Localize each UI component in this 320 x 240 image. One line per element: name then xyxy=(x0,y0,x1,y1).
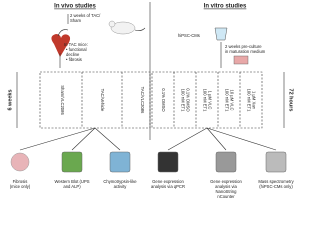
step-text: decline xyxy=(66,52,80,57)
group-label: 100 nM ET1 xyxy=(224,89,229,112)
section-title: In vivo studies xyxy=(54,4,96,10)
step-text: • functional xyxy=(66,47,87,52)
step-text: In TAC mice: xyxy=(64,42,88,47)
connector xyxy=(206,127,227,151)
heart-icon xyxy=(51,34,71,57)
group-label: Sham/VLC2086 xyxy=(60,85,65,115)
group-label: 0.1% DMSO xyxy=(185,88,190,112)
study-design: In vivo studies In vitro studies 2 weeks… xyxy=(7,2,295,199)
step-text: 2 weeks of TAC/ xyxy=(70,13,101,18)
mouse-head xyxy=(108,20,116,28)
group-label: TAC/VLC2086 xyxy=(140,87,145,114)
readout-label: NanoString xyxy=(216,189,238,194)
connector xyxy=(167,127,208,151)
readout-label: and ALP) xyxy=(63,184,81,189)
group-label: 0.1% DMSO xyxy=(161,88,166,112)
readout-label: analysis via qPCR xyxy=(151,184,185,189)
readout-icon xyxy=(157,151,179,173)
group-label: 100 nM ET1 xyxy=(246,89,251,112)
group-label: 1 µM Xan xyxy=(251,91,256,110)
group-box xyxy=(39,71,151,129)
readout-icon xyxy=(265,151,287,173)
group-label: 10 µM VLC xyxy=(229,89,234,110)
group-label: 1 µM VLC xyxy=(207,91,212,110)
aorta xyxy=(57,29,69,37)
readout-icon xyxy=(109,151,131,173)
mouse-tail xyxy=(134,27,146,31)
connector xyxy=(94,127,121,151)
duration-label: 6 weeks xyxy=(7,89,13,110)
step-text: • fibrosis xyxy=(66,57,82,62)
readout-label: Fibrosis xyxy=(13,179,28,184)
readout-label: Western Blot (UPS xyxy=(54,179,89,184)
connector xyxy=(206,127,277,151)
flask-icon xyxy=(214,27,228,41)
readout-label: activity xyxy=(114,184,128,189)
readout-label: Chymotrypsin-like xyxy=(103,179,137,184)
readout-icon xyxy=(10,152,30,172)
group-label: 100 nM ET1 xyxy=(180,89,185,112)
group-label: 100 nM ET1 xyxy=(202,89,207,112)
flask-icon xyxy=(233,55,249,65)
duration-label: 72 hours xyxy=(288,89,294,112)
connector xyxy=(19,127,96,151)
step-text: Sham xyxy=(70,18,81,23)
section-title: In vitro studies xyxy=(204,4,247,10)
group-label: TAC/Vehicle xyxy=(100,89,105,112)
readout-icon xyxy=(215,151,237,173)
readout-label: Gene expression xyxy=(152,179,184,184)
readout-label: (hiPSC-CMs only) xyxy=(259,184,293,189)
readout-label: (mice only) xyxy=(10,184,31,189)
connector xyxy=(71,127,96,151)
readout-icon xyxy=(61,151,83,173)
mouse-icon xyxy=(110,21,136,35)
step-text: 2 weeks pre-culture xyxy=(225,44,262,49)
readout-label: nCounter xyxy=(217,194,235,199)
readout-label: Mass spectrometry xyxy=(258,179,294,184)
step-text: hiPSC-CMs xyxy=(178,33,200,38)
readout-label: analysis via xyxy=(215,184,237,189)
readout-label: Gene expression xyxy=(210,179,242,184)
step-text: in maturation medium xyxy=(225,49,266,54)
